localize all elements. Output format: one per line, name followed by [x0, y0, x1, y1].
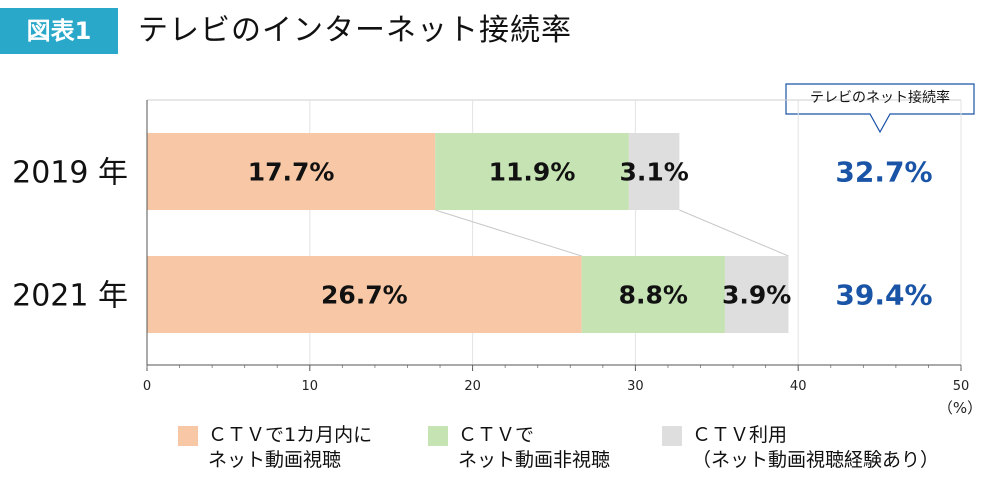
legend-swatch-orange [178, 426, 198, 446]
connector-layer [435, 209, 789, 257]
bar-value-label: 26.7% [321, 281, 408, 310]
bar-segment [435, 133, 629, 210]
bar-segment [147, 256, 582, 333]
bar-segment [724, 256, 789, 333]
legend-label-watched: ＣＴＶで1カ月内に ネット動画視聴 [208, 424, 373, 471]
x-axis-unit: （%） [938, 399, 982, 417]
bar-segment [628, 133, 680, 210]
x-tick-label: 50 [953, 379, 970, 394]
category-label: 2019 年 [12, 156, 128, 191]
bar-value-label: 8.8% [619, 281, 688, 310]
chart-title: テレビのインターネット接続率 [138, 13, 572, 48]
axis-layer: 0 10 20 30 40 50 （%） [143, 100, 982, 417]
bar-segment [147, 133, 436, 210]
legend-label-ctv-use: ＣＴＶ利用 （ネット動画視聴経験あり） [692, 424, 940, 471]
legend-swatch-gray [662, 426, 682, 446]
x-tick-label: 10 [302, 379, 319, 394]
bar-layer [147, 133, 789, 333]
x-tick-label: 0 [143, 379, 151, 394]
category-label: 2021 年 [12, 279, 128, 314]
connector-line [435, 209, 582, 257]
total-value-label: 39.4% [835, 279, 932, 312]
callout-box [785, 83, 975, 134]
figure-badge: 図表1 [0, 8, 118, 54]
x-tick-label: 40 [790, 379, 807, 394]
connector-line [679, 209, 789, 257]
callout-label: テレビのネット接続率 [810, 90, 950, 106]
bar-value-label: 17.7% [248, 158, 335, 187]
x-tick-label: 30 [627, 379, 644, 394]
label-layer: 2019 年 17.7% 11.9% 3.1% 32.7% 2021 年 26.7% 8.8%… [12, 156, 932, 314]
bar-value-label: 3.9% [722, 281, 791, 310]
bar-value-label: 3.1% [619, 158, 688, 187]
legend-label-not-watched: ＣＴＶで ネット動画非視聴 [458, 424, 611, 471]
total-value-label: 32.7% [835, 156, 932, 189]
legend-swatch-green [428, 426, 448, 446]
x-tick-label: 20 [464, 379, 481, 394]
bar-segment [581, 256, 725, 333]
bar-value-label: 11.9% [489, 158, 576, 187]
